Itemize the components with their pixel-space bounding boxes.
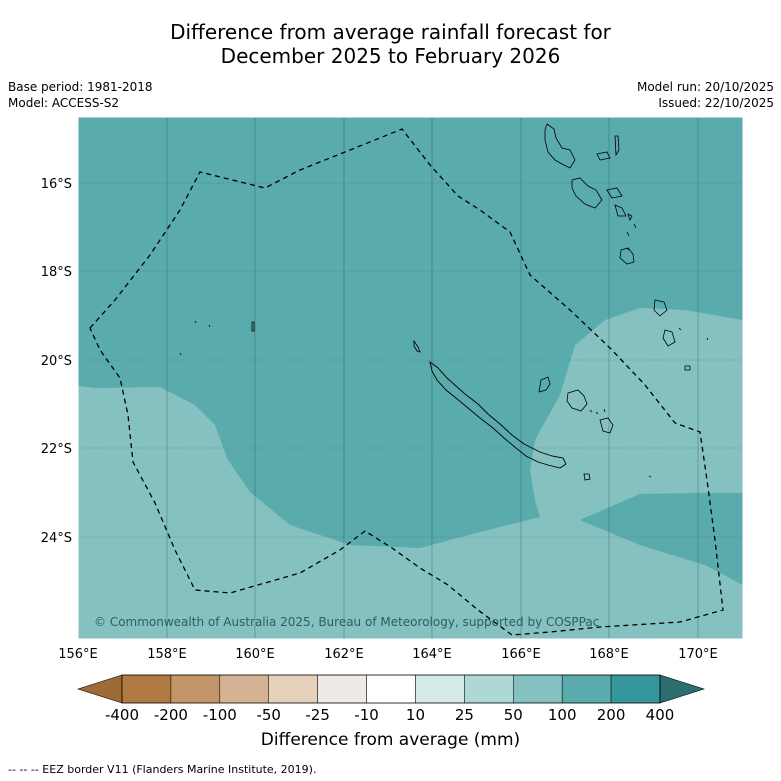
map-panel: © Commonwealth of Australia 2025, Bureau… bbox=[78, 117, 743, 639]
colorbar-tick-label: 200 bbox=[597, 706, 626, 724]
colorbar-tick-label: -10 bbox=[354, 706, 379, 724]
lat-label: 20°S bbox=[41, 354, 72, 369]
lat-label: 24°S bbox=[41, 531, 72, 546]
lat-label: 22°S bbox=[41, 442, 72, 457]
colorbar-tick-label: -200 bbox=[154, 706, 188, 724]
colorbar-swatch bbox=[464, 674, 514, 704]
colorbar-swatch bbox=[268, 674, 318, 704]
longitude-labels: 156°E 158°E 160°E 162°E 164°E 166°E 168°… bbox=[58, 647, 718, 662]
new-caledonia-grande-terre bbox=[429, 360, 567, 469]
colorbar-extend-low bbox=[77, 674, 123, 704]
ouvea-island bbox=[538, 376, 551, 393]
colorbar-swatch bbox=[170, 674, 221, 704]
colorbar-tick-label: -50 bbox=[256, 706, 281, 724]
colorbar-swatch bbox=[561, 674, 612, 704]
colorbar-frame bbox=[121, 674, 661, 704]
map-title-line-1: Difference from average rainfall forecas… bbox=[170, 20, 611, 44]
western-islets bbox=[179, 320, 255, 356]
colorbar-swatch bbox=[610, 674, 661, 704]
lifou-island bbox=[566, 389, 588, 412]
model-text: Model: ACCESS-S2 bbox=[8, 96, 120, 110]
lon-label: 162°E bbox=[324, 647, 364, 662]
colorbar-extend-high bbox=[659, 674, 705, 704]
colorbar-swatch bbox=[366, 674, 416, 704]
lon-label: 166°E bbox=[501, 647, 541, 662]
colorbar-swatch bbox=[219, 674, 269, 704]
lon-label: 158°E bbox=[147, 647, 187, 662]
eez-border-note: -- -- -- EEZ border V11 (Flanders Marine… bbox=[8, 763, 317, 776]
lon-label: 160°E bbox=[235, 647, 275, 662]
colorbar-swatch bbox=[121, 674, 172, 704]
eez-border bbox=[89, 128, 724, 636]
base-period-text: Base period: 1981-2018 bbox=[8, 80, 153, 94]
isle-of-pines bbox=[583, 473, 591, 481]
lat-label: 16°S bbox=[41, 177, 72, 192]
rain-category-100-200-area-southeast bbox=[580, 493, 743, 585]
map-title-line-2: December 2025 to February 2026 bbox=[220, 44, 561, 68]
colorbar-tick-label: -400 bbox=[105, 706, 139, 724]
small-islands bbox=[589, 408, 652, 478]
colorbar-swatch bbox=[317, 674, 367, 704]
colorbar-tick-label: 25 bbox=[455, 706, 474, 724]
lon-label: 168°E bbox=[589, 647, 629, 662]
colorbar-tick-label: 400 bbox=[646, 706, 675, 724]
colorbar-tick-label: -100 bbox=[203, 706, 237, 724]
lat-label: 18°S bbox=[41, 265, 72, 280]
lon-label: 170°E bbox=[678, 647, 718, 662]
graticule bbox=[78, 117, 743, 639]
colorbar-tick-label: 50 bbox=[504, 706, 523, 724]
issued-text: Issued: 22/10/2025 bbox=[658, 96, 774, 110]
colorbar: -400 -200 -100 -50 -25 -10 10 25 50 100 200 400 bbox=[77, 674, 705, 724]
belep-islands bbox=[413, 339, 421, 353]
latitude-labels: 16°S 18°S 20°S 22°S 24°S bbox=[41, 177, 72, 546]
colorbar-tick-label: 10 bbox=[406, 706, 425, 724]
colorbar-title: Difference from average (mm) bbox=[260, 730, 521, 750]
lon-label: 156°E bbox=[58, 647, 98, 662]
colorbar-tick-label: 100 bbox=[548, 706, 577, 724]
vanuatu-islands bbox=[544, 123, 709, 371]
map-frame bbox=[77, 116, 744, 640]
colorbar-tick-label: -25 bbox=[305, 706, 330, 724]
copyright-text: © Commonwealth of Australia 2025, Bureau… bbox=[94, 615, 599, 629]
mare-island bbox=[599, 417, 614, 434]
lon-label: 164°E bbox=[412, 647, 452, 662]
colorbar-swatch bbox=[415, 674, 465, 704]
colorbar-swatch bbox=[513, 674, 563, 704]
model-run-text: Model run: 20/10/2025 bbox=[636, 80, 774, 94]
